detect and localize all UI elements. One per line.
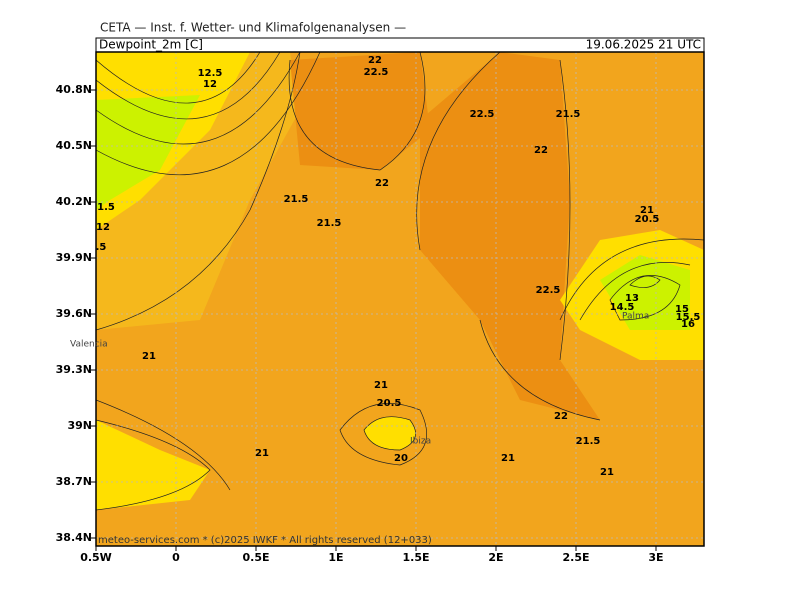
- contour-label: 22: [375, 178, 389, 189]
- contour-label: 20.5: [635, 214, 660, 225]
- y-tick-label: 38.4N: [56, 531, 92, 544]
- contour-label: 1.5: [97, 202, 115, 213]
- contour-label: 22: [554, 411, 568, 422]
- contour-label: 21.5: [317, 218, 342, 229]
- contour-label: 22.5: [470, 109, 495, 120]
- contour-label: 15: [675, 304, 689, 315]
- contour-label: .5: [96, 242, 107, 253]
- y-tick-label: 40.8N: [56, 83, 92, 96]
- map-frame: [95, 51, 705, 547]
- header-title: CETA — Inst. f. Wetter- und Klimafolgena…: [100, 21, 406, 35]
- contours: [96, 52, 704, 511]
- contour-label: 13: [625, 293, 639, 304]
- x-tick-label: 0.5E: [242, 551, 269, 564]
- place-label: Palma: [622, 312, 649, 322]
- graticule: [95, 52, 704, 546]
- contour-label: 21: [374, 380, 388, 391]
- contour-label: 22.5: [364, 67, 389, 78]
- footer: meteo-services.com * (c)2025 IWKF * All …: [98, 535, 432, 546]
- y-tick-label: 39N: [67, 419, 92, 432]
- x-tick-label: 2.5E: [562, 551, 589, 564]
- x-tick-label: 2E: [488, 551, 503, 564]
- y-tick-label: 39.9N: [56, 251, 92, 264]
- contour-label: 14.5: [610, 302, 635, 313]
- area: [96, 95, 200, 210]
- contour-label: 21: [600, 467, 614, 478]
- contour-label: 21: [640, 205, 654, 216]
- contour-label: 20: [394, 453, 408, 464]
- x-tick-label: 3E: [648, 551, 663, 564]
- contour-label: 21.5: [556, 109, 581, 120]
- x-tick-label: 0.5W: [80, 551, 112, 564]
- contour-label: 21: [255, 448, 269, 459]
- contour-label: 21: [142, 351, 156, 362]
- contour-label: 12: [96, 222, 110, 233]
- contour-label: 22: [368, 55, 382, 66]
- y-tick-label: 39.6N: [56, 307, 92, 320]
- x-tick-label: 1.5E: [402, 551, 429, 564]
- y-tick-label: 38.7N: [56, 475, 92, 488]
- y-tick-label: 39.3N: [56, 363, 92, 376]
- contour-label: 21.5: [576, 436, 601, 447]
- place-label: Valencia: [70, 340, 108, 350]
- area: [364, 416, 416, 450]
- contour-label: 22: [534, 145, 548, 156]
- contour-label: 20.5: [377, 398, 402, 409]
- area: [290, 52, 430, 170]
- y-tick-label: 40.5N: [56, 139, 92, 152]
- field-name: Dewpoint_2m [C]: [99, 38, 203, 52]
- contour-label: 15.5: [676, 312, 701, 323]
- y-tick-label: 40.2N: [56, 195, 92, 208]
- contour-label: 16: [681, 319, 695, 330]
- contour-label: 12.5: [198, 68, 223, 79]
- valid-time: 19.06.2025 21 UTC: [586, 38, 701, 52]
- area: [420, 52, 600, 420]
- contour-label: 21: [501, 453, 515, 464]
- contour-label: 22.5: [536, 285, 561, 296]
- contour-label: 12: [203, 79, 217, 90]
- x-tick-label: 1E: [328, 551, 343, 564]
- field: [96, 52, 704, 546]
- contour-label: 21.5: [284, 194, 309, 205]
- x-tick-label: 0: [172, 551, 180, 564]
- area: [96, 420, 210, 510]
- place-label: Ibiza: [410, 437, 431, 447]
